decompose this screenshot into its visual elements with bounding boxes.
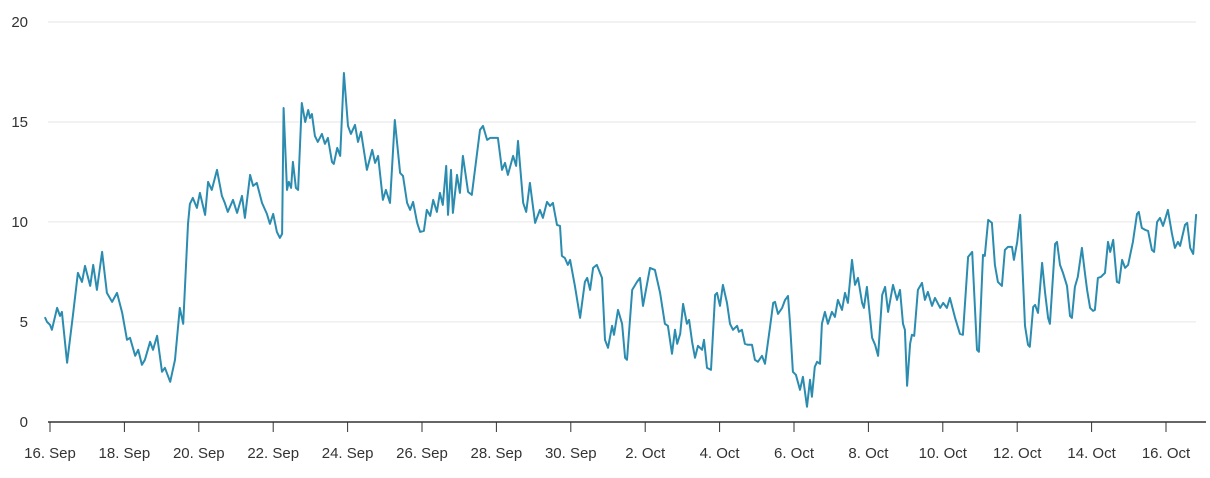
x-axis-label: 22. Sep — [247, 445, 299, 462]
x-axis-label: 2. Oct — [625, 445, 666, 462]
x-axis-label: 28. Sep — [471, 445, 523, 462]
series-line[interactable] — [44, 72, 1198, 408]
y-axis-label: 20 — [11, 14, 28, 31]
y-axis-label: 5 — [20, 314, 28, 331]
x-axis-label: 18. Sep — [99, 445, 151, 462]
x-axis-label: 8. Oct — [848, 445, 889, 462]
x-axis-label: 4. Oct — [700, 445, 741, 462]
x-axis-label: 24. Sep — [322, 445, 374, 462]
x-axis-label: 12. Oct — [993, 445, 1042, 462]
x-axis-label: 6. Oct — [774, 445, 815, 462]
x-axis-label: 26. Sep — [396, 445, 448, 462]
y-axis-label: 10 — [11, 214, 28, 231]
x-axis-label: 14. Oct — [1067, 445, 1116, 462]
x-axis-label: 20. Sep — [173, 445, 225, 462]
x-axis-label: 30. Sep — [545, 445, 597, 462]
x-axis-label: 10. Oct — [919, 445, 968, 462]
y-axis-label: 0 — [20, 414, 28, 431]
y-axis-label: 15 — [11, 114, 28, 131]
x-axis-label: 16. Oct — [1142, 445, 1191, 462]
x-axis-label: 16. Sep — [24, 445, 76, 462]
